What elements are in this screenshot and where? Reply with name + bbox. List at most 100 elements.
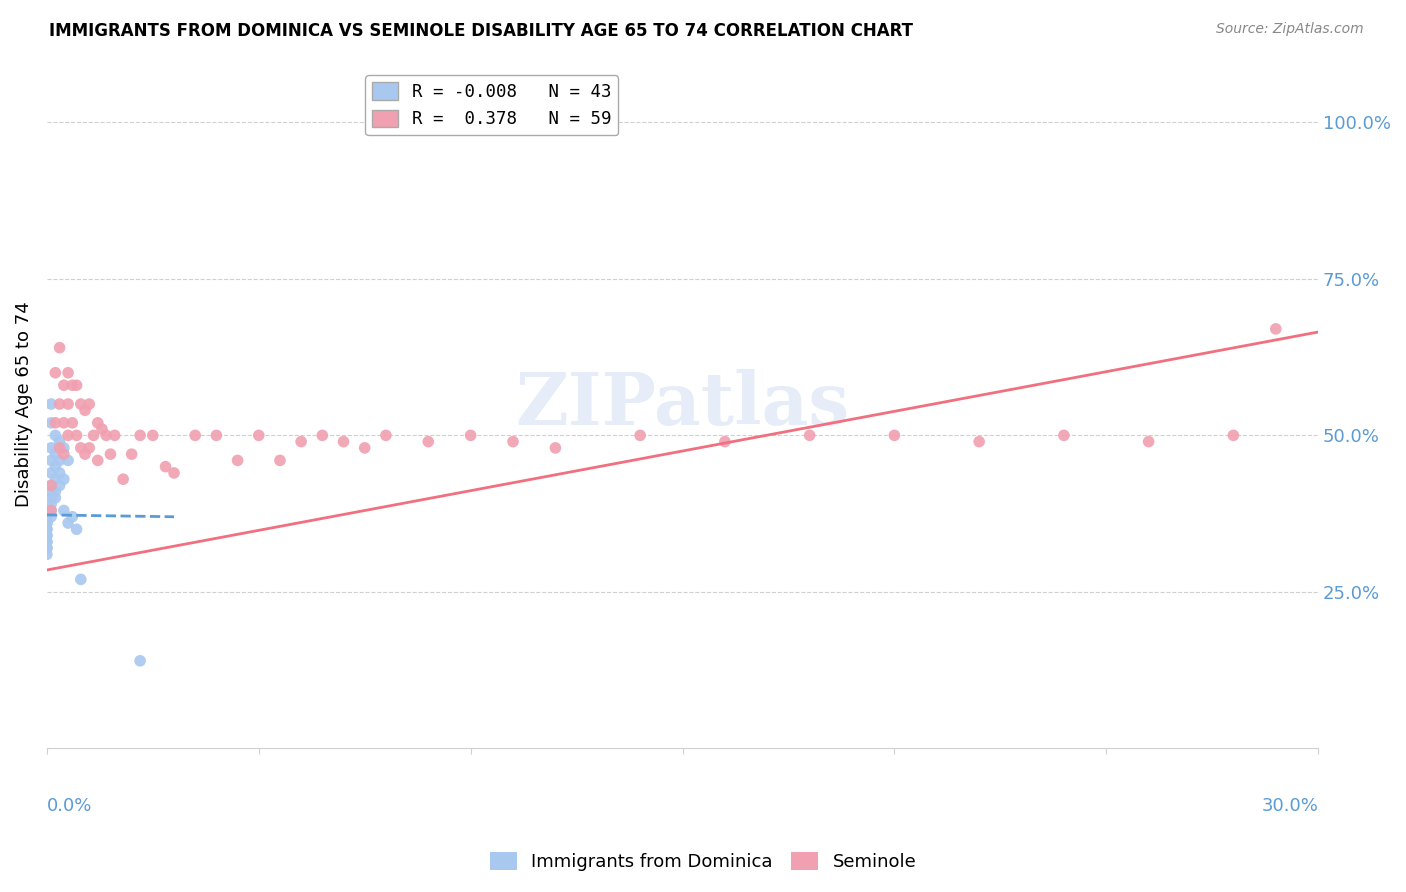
Point: [967, 434, 990, 449]
Point: [104, 428, 127, 442]
Point: [269, 453, 291, 467]
Point: [52, 378, 75, 392]
Point: [39, 397, 62, 411]
Point: [69, 573, 91, 587]
Point: [35, 516, 58, 530]
Point: [39, 416, 62, 430]
Text: IMMIGRANTS FROM DOMINICA VS SEMINOLE DISABILITY AGE 65 TO 74 CORRELATION CHART: IMMIGRANTS FROM DOMINICA VS SEMINOLE DIS…: [49, 22, 914, 40]
Point: [35, 541, 58, 555]
Point: [39, 466, 62, 480]
Point: [184, 428, 207, 442]
Point: [48, 466, 70, 480]
Point: [44, 491, 66, 505]
Point: [44, 416, 66, 430]
Point: [56, 428, 79, 442]
Point: [1264, 322, 1286, 336]
Point: [56, 397, 79, 411]
Point: [73, 447, 96, 461]
Point: [1053, 428, 1076, 442]
Point: [56, 516, 79, 530]
Point: [226, 453, 249, 467]
Point: [52, 472, 75, 486]
Point: [35, 516, 58, 530]
Point: [129, 654, 152, 668]
Point: [374, 428, 396, 442]
Point: [87, 416, 110, 430]
Point: [142, 428, 165, 442]
Text: 30.0%: 30.0%: [1261, 797, 1319, 814]
Point: [39, 478, 62, 492]
Point: [35, 534, 58, 549]
Point: [1222, 428, 1244, 442]
Point: [39, 509, 62, 524]
Text: 0.0%: 0.0%: [46, 797, 93, 814]
Point: [60, 509, 83, 524]
Point: [290, 434, 312, 449]
Point: [39, 453, 62, 467]
Point: [39, 441, 62, 455]
Point: [91, 422, 114, 436]
Point: [799, 428, 821, 442]
Point: [628, 428, 651, 442]
Point: [460, 428, 482, 442]
Point: [121, 447, 143, 461]
Legend: Immigrants from Dominica, Seminole: Immigrants from Dominica, Seminole: [482, 845, 924, 879]
Point: [44, 447, 66, 461]
Point: [60, 378, 83, 392]
Point: [44, 472, 66, 486]
Point: [35, 509, 58, 524]
Point: [332, 434, 354, 449]
Point: [77, 397, 100, 411]
Point: [247, 428, 270, 442]
Point: [35, 503, 58, 517]
Point: [44, 366, 66, 380]
Point: [39, 503, 62, 517]
Point: [205, 428, 228, 442]
Point: [48, 397, 70, 411]
Point: [39, 491, 62, 505]
Y-axis label: Disability Age 65 to 74: Disability Age 65 to 74: [15, 301, 32, 507]
Legend: R = -0.008   N = 43, R =  0.378   N = 59: R = -0.008 N = 43, R = 0.378 N = 59: [366, 75, 619, 136]
Point: [48, 478, 70, 492]
Point: [48, 434, 70, 449]
Point: [73, 403, 96, 417]
Point: [100, 447, 122, 461]
Point: [163, 466, 186, 480]
Point: [48, 453, 70, 467]
Point: [69, 441, 91, 455]
Point: [35, 522, 58, 536]
Point: [52, 416, 75, 430]
Point: [35, 528, 58, 542]
Point: [60, 416, 83, 430]
Point: [65, 428, 87, 442]
Text: Source: ZipAtlas.com: Source: ZipAtlas.com: [1216, 22, 1364, 37]
Point: [52, 447, 75, 461]
Point: [544, 441, 567, 455]
Point: [311, 428, 333, 442]
Point: [1137, 434, 1160, 449]
Point: [35, 522, 58, 536]
Point: [52, 503, 75, 517]
Point: [52, 441, 75, 455]
Point: [44, 484, 66, 499]
Point: [35, 528, 58, 542]
Point: [155, 459, 177, 474]
Point: [502, 434, 524, 449]
Point: [39, 503, 62, 517]
Point: [418, 434, 440, 449]
Point: [77, 441, 100, 455]
Point: [39, 497, 62, 511]
Point: [44, 459, 66, 474]
Point: [83, 428, 105, 442]
Point: [96, 428, 118, 442]
Point: [35, 541, 58, 555]
Point: [112, 472, 135, 486]
Point: [353, 441, 375, 455]
Point: [87, 453, 110, 467]
Text: ZIPatlas: ZIPatlas: [516, 368, 849, 440]
Point: [65, 522, 87, 536]
Point: [883, 428, 905, 442]
Point: [39, 478, 62, 492]
Point: [39, 484, 62, 499]
Point: [56, 366, 79, 380]
